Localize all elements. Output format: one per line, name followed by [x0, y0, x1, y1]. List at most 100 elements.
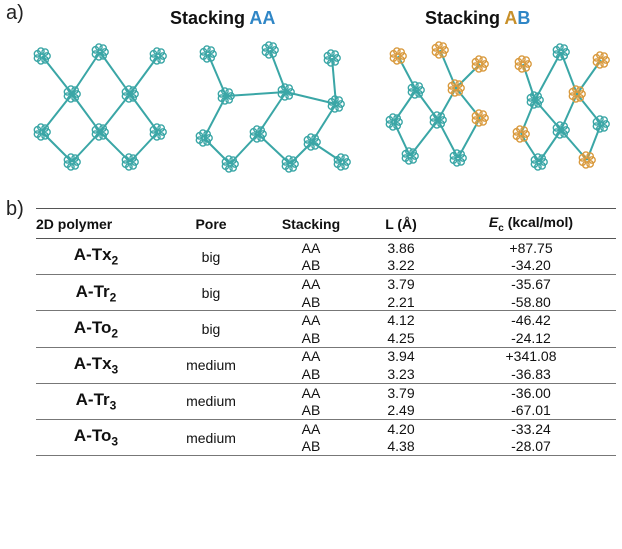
node-cluster — [121, 153, 139, 171]
stacking-cell: AA — [301, 348, 321, 365]
node-cluster — [323, 49, 341, 67]
node-cluster — [401, 147, 419, 165]
polymer-base: A-To — [73, 317, 112, 337]
polymer-base: A-Tx — [73, 353, 112, 373]
polymer-name: A-To3 — [36, 419, 156, 457]
length-cell: 4.38 — [356, 437, 446, 457]
node-cluster — [447, 79, 465, 97]
node-cluster — [592, 51, 610, 69]
energy-cell: +87.75 — [509, 239, 553, 256]
node-cluster — [471, 55, 489, 73]
node-cluster — [449, 149, 467, 167]
energy-cell: -58.80 — [446, 292, 616, 312]
node-cluster — [281, 155, 299, 173]
length-cell: 4.25 — [356, 328, 446, 348]
node-cluster — [121, 85, 139, 103]
node-cluster — [33, 123, 51, 141]
stacking-cell: AB — [266, 401, 356, 420]
node-cluster — [199, 45, 217, 63]
polymer-table: 2D polymer Pore Stacking L (Å) Ec (kcal/… — [36, 208, 616, 457]
energy-cell: +341.08 — [505, 348, 557, 365]
stacking-cell: AB — [266, 256, 356, 276]
length-cell: 3.79 — [387, 275, 415, 292]
node-cluster — [333, 153, 351, 171]
node-cluster — [512, 125, 530, 143]
stacking-cell: AB — [266, 328, 356, 348]
node-cluster — [407, 81, 425, 99]
stacking-cell: AA — [301, 275, 321, 292]
node-cluster — [63, 85, 81, 103]
node-cluster — [217, 87, 235, 105]
polymer-base: A-Tr — [75, 281, 110, 301]
table-row: AB 4.25 -24.12 — [36, 328, 616, 348]
table-row: A-To2 big AA 4.12 -46.42 — [36, 310, 616, 348]
node-cluster — [552, 121, 570, 139]
energy-cell: -34.20 — [446, 256, 616, 276]
stacking-cell: AB — [266, 292, 356, 312]
stacking-cell: AB — [266, 365, 356, 384]
node-cluster — [149, 123, 167, 141]
pore-cell: big — [156, 310, 266, 348]
header-polymer: 2D polymer — [36, 208, 156, 239]
node-cluster — [277, 83, 295, 101]
ec-symbol: E — [488, 213, 499, 230]
length-cell: 3.79 — [387, 384, 415, 401]
stacking-word: Stacking — [170, 8, 250, 28]
node-cluster — [471, 109, 489, 127]
length-cell: 3.22 — [356, 256, 446, 276]
node-cluster — [526, 91, 544, 109]
table-row: A-Tr3 medium AA 3.79 -36.00 — [36, 383, 616, 420]
header-stacking: Stacking — [266, 208, 356, 239]
energy-cell: -33.24 — [511, 420, 551, 437]
aa-structure-image-2 — [195, 41, 351, 173]
bond-link — [560, 93, 578, 131]
node-cluster — [303, 133, 321, 151]
node-cluster — [389, 47, 407, 65]
ec-subscript: c — [498, 222, 504, 234]
polymer-subscript: 2 — [111, 326, 119, 341]
table-header-row: 2D polymer Pore Stacking L (Å) Ec (kcal/… — [36, 208, 616, 239]
panel-b-label: b) — [6, 198, 24, 220]
energy-cell: -35.67 — [511, 275, 551, 292]
panel-a-label: a) — [6, 2, 24, 24]
stacking-cell: AA — [301, 239, 321, 256]
aa-structure-image-1 — [33, 43, 167, 171]
polymer-name: A-Tx2 — [36, 238, 156, 276]
node-cluster — [552, 43, 570, 61]
stacking-cell: AA — [301, 312, 321, 329]
table-row: AB 3.23 -36.83 — [36, 365, 616, 384]
node-cluster — [429, 111, 447, 129]
stacking-cell: AB — [266, 437, 356, 457]
table-row: A-Tr2 big AA 3.79 -35.67 — [36, 274, 616, 312]
node-cluster — [568, 85, 586, 103]
polymer-subscript: 3 — [111, 434, 119, 449]
node-cluster — [149, 47, 167, 65]
ec-unit: (kcal/mol) — [503, 213, 574, 230]
stacking-ab-tag-b: B — [517, 8, 531, 28]
pore-cell: medium — [156, 347, 266, 384]
polymer-subscript: 2 — [111, 253, 119, 268]
node-cluster — [91, 43, 109, 61]
pore-cell: big — [156, 238, 266, 276]
energy-cell: -67.01 — [446, 401, 616, 420]
node-cluster — [249, 125, 267, 143]
bond-link — [534, 51, 562, 101]
pore-cell: big — [156, 274, 266, 312]
polymer-name: A-To2 — [36, 310, 156, 348]
polymer-name: A-Tx3 — [36, 347, 156, 384]
table-row: AB 2.49 -67.01 — [36, 401, 616, 420]
node-cluster — [221, 155, 239, 173]
node-cluster — [63, 153, 81, 171]
node-cluster — [327, 95, 345, 113]
polymer-base: A-Tx — [73, 245, 112, 265]
energy-cell: -46.42 — [511, 312, 551, 329]
pore-cell: medium — [156, 383, 266, 420]
node-cluster — [514, 55, 532, 73]
bond-link — [457, 117, 481, 159]
length-cell: 3.23 — [356, 365, 446, 384]
node-cluster — [530, 153, 548, 171]
table-row: A-To3 medium AA 4.20 -33.24 — [36, 419, 616, 457]
length-cell: 2.49 — [356, 401, 446, 420]
polymer-subscript: 3 — [109, 398, 117, 413]
table-row: A-Tx3 medium AA 3.94 +341.08 — [36, 347, 616, 384]
